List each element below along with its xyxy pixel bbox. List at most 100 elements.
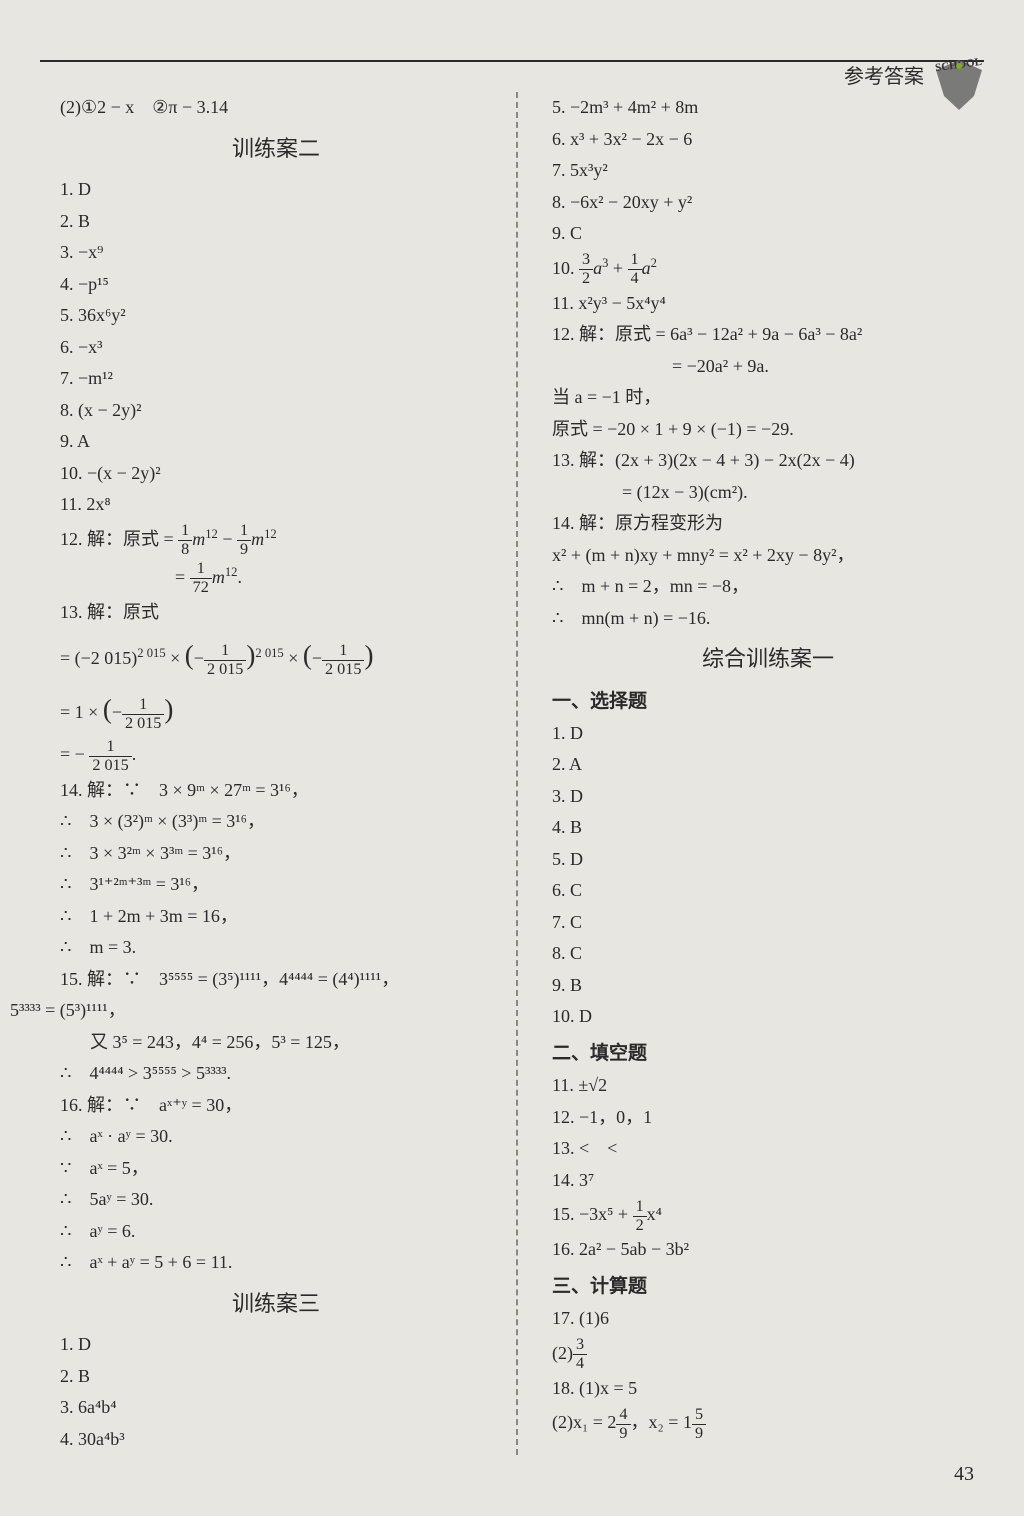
comprehensive-title: 综合训练案一 (552, 640, 984, 679)
answer-line: 12. 解：原式 = 6a³ − 12a² + 9a − 6a³ − 8a² (552, 319, 984, 351)
answer-line: ∴ 3 × (3²)ᵐ × (3³)ᵐ = 3¹⁶， (60, 806, 492, 838)
text: 12. 解：原式 = (60, 529, 178, 549)
answer-line: 7. C (552, 907, 984, 939)
answer-line: 10. D (552, 1001, 984, 1033)
text: 10. (552, 258, 579, 278)
answer-line: ∴ 3¹⁺²ᵐ⁺³ᵐ = 3¹⁶， (60, 869, 492, 901)
answer-line: 5. 36x⁶y² (60, 300, 492, 332)
left-column: (2)①2 − x ②π − 3.14 训练案二 1. D 2. B 3. −x… (40, 92, 492, 1455)
answer-line: 1. D (552, 718, 984, 750)
text: × (284, 648, 303, 668)
answer-line: ∴ 1 + 2m + 3m = 16， (60, 901, 492, 933)
text: = − (60, 744, 89, 764)
answer-line: 8. C (552, 938, 984, 970)
text: 15. −3x⁵ + (552, 1204, 633, 1224)
answer-line: 3. 6a⁴b⁴ (60, 1392, 492, 1424)
text: × (166, 648, 185, 668)
answer-line: ∴ 3 × 3²ᵐ × 3³ᵐ = 3¹⁶， (60, 838, 492, 870)
answer-line: 4. 30a⁴b³ (60, 1424, 492, 1456)
answer-line: 15. −3x⁵ + 12x⁴ (552, 1196, 984, 1234)
fraction: 12 015 (122, 696, 164, 733)
answer-line: 6. C (552, 875, 984, 907)
fraction: 32 (579, 251, 593, 288)
section-title-3: 训练案三 (60, 1285, 492, 1324)
answer-line: 12. 解：原式 = 18m12 − 19m12 (60, 521, 492, 559)
answer-line: 1. D (60, 174, 492, 206)
header-title: 参考答案 (844, 60, 924, 89)
text: (2)x₁ = 2 (552, 1412, 616, 1432)
answer-line: 15. 解：∵ 3⁵⁵⁵⁵ = (3⁵)¹¹¹¹，4⁴⁴⁴⁴ = (4⁴)¹¹¹… (60, 964, 492, 996)
answer-line: 9. C (552, 218, 984, 250)
answer-line: ∴ aˣ · aʸ = 30. (60, 1121, 492, 1153)
answer-line: 8. −6x² − 20xy + y² (552, 187, 984, 219)
fraction: 49 (616, 1406, 630, 1443)
answer-line: ∴ aʸ = 6. (60, 1216, 492, 1248)
exp: 2 015 (255, 646, 283, 660)
answer-line: 2. A (552, 749, 984, 781)
fraction: 59 (692, 1406, 706, 1443)
answer-line: ∴ m + n = 2，mn = −8， (552, 571, 984, 603)
answer-line: 3. −x⁹ (60, 237, 492, 269)
fraction: 172 (190, 560, 212, 597)
answer-line: 又 3⁵ = 243，4⁴ = 256，5³ = 125， (60, 1027, 492, 1059)
answer-line: 13. 解：(2x + 3)(2x − 4 + 3) − 2x(2x − 4) (552, 445, 984, 477)
answer-line: 4. −p¹⁵ (60, 269, 492, 301)
answer-line: 8. (x − 2y)² (60, 395, 492, 427)
answer-line: 2. B (60, 1361, 492, 1393)
answer-line: 当 a = −1 时， (552, 382, 984, 414)
answer-line: 10. 32a3 + 14a2 (552, 250, 984, 288)
answer-line: 11. 2x⁸ (60, 489, 492, 521)
answer-line: ∴ mn(m + n) = −16. (552, 603, 984, 635)
fraction: 12 015 (204, 642, 246, 679)
answer-line: = 1 × (−12 015) (60, 682, 492, 736)
answer-line: 9. A (60, 426, 492, 458)
header-rule (40, 60, 984, 62)
fraction: 14 (628, 251, 642, 288)
answer-line: 11. ±√2 (552, 1070, 984, 1102)
right-column: 5. −2m³ + 4m² + 8m 6. x³ + 3x² − 2x − 6 … (542, 92, 984, 1455)
calc-heading: 三、计算题 (552, 1270, 984, 1303)
exp: 2 015 (137, 646, 165, 660)
answer-line: x² + (m + n)xy + mny² = x² + 2xy − 8y²， (552, 540, 984, 572)
answer-line: = − 12 015. (60, 736, 492, 774)
answer-line: ∴ aˣ + aʸ = 5 + 6 = 11. (60, 1247, 492, 1279)
answer-line: = 172m12. (60, 559, 492, 597)
answer-line: 16. 2a² − 5ab − 3b² (552, 1234, 984, 1266)
answer-line: 6. x³ + 3x² − 2x − 6 (552, 124, 984, 156)
page-number: 43 (954, 1463, 974, 1486)
fraction: 34 (573, 1336, 587, 1373)
answer-line: 5. D (552, 844, 984, 876)
answer-line: (2)①2 − x ②π − 3.14 (60, 92, 492, 124)
answer-line: 14. 解：原方程变形为 (552, 508, 984, 540)
text: = (−2 015) (60, 648, 137, 668)
answer-line: 14. 3⁷ (552, 1165, 984, 1197)
fraction: 12 (633, 1198, 647, 1235)
column-divider (516, 92, 518, 1455)
answer-line: 1. D (60, 1329, 492, 1361)
answer-line: ∴ m = 3. (60, 932, 492, 964)
answer-line: 4. B (552, 812, 984, 844)
answer-line: 5. −2m³ + 4m² + 8m (552, 92, 984, 124)
answer-line: 17. (1)6 (552, 1303, 984, 1335)
school-badge-icon: SCHOOL (924, 48, 994, 118)
section-title-2: 训练案二 (60, 130, 492, 169)
text: (2) (552, 1343, 573, 1363)
answer-line: 12. −1，0，1 (552, 1102, 984, 1134)
answer-line: = (12x − 3)(cm²). (552, 477, 984, 509)
answer-line: 9. B (552, 970, 984, 1002)
answer-line: = −20a² + 9a. (552, 351, 984, 383)
answer-line: 7. 5x³y² (552, 155, 984, 187)
fill-heading: 二、填空题 (552, 1037, 984, 1070)
fraction: 12 015 (322, 642, 364, 679)
answer-line: 原式 = −20 × 1 + 9 × (−1) = −29. (552, 414, 984, 446)
answer-line: ∵ aˣ = 5， (60, 1153, 492, 1185)
fraction: 19 (237, 522, 251, 559)
answer-line: (2)x₁ = 249，x₂ = 159 (552, 1404, 984, 1442)
answer-line: ∴ 5aʸ = 30. (60, 1184, 492, 1216)
answer-line: (2)34 (552, 1335, 984, 1373)
content-columns: (2)①2 − x ②π − 3.14 训练案二 1. D 2. B 3. −x… (40, 92, 984, 1455)
answer-line: 6. −x³ (60, 332, 492, 364)
choice-heading: 一、选择题 (552, 685, 984, 718)
text: = (175, 567, 190, 587)
answer-line: 10. −(x − 2y)² (60, 458, 492, 490)
